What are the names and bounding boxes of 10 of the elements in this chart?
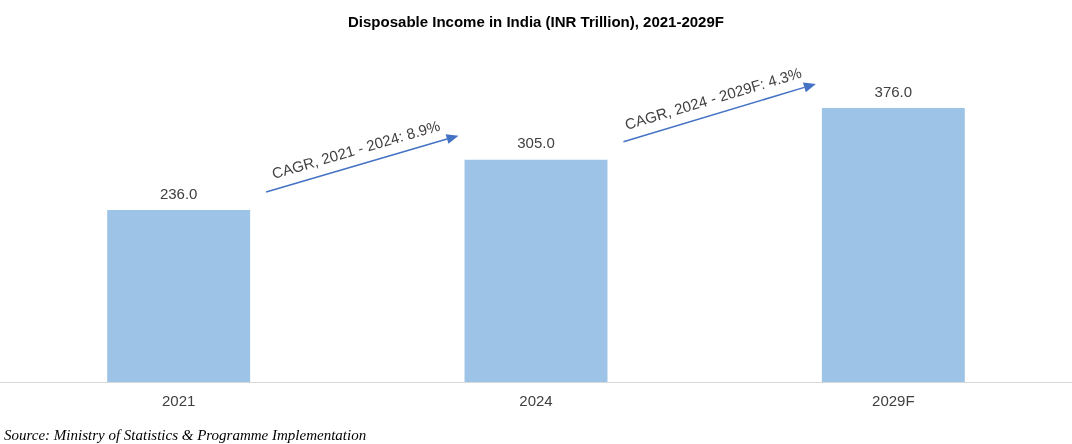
data-label: 236.0 bbox=[159, 184, 198, 202]
annotation: CAGR, 2024 - 2029F: 4.3% bbox=[622, 63, 804, 133]
x-tick-label: 2021 bbox=[161, 392, 196, 410]
x-tick-label: 2024 bbox=[519, 392, 553, 410]
x-tick-label: 2029F bbox=[872, 392, 915, 410]
source-note: Source: Ministry of Statistics & Programme Implementation bbox=[4, 427, 367, 443]
annotation: CAGR, 2021 - 2024: 8.9% bbox=[269, 116, 442, 182]
data-label: 376.0 bbox=[874, 82, 913, 100]
data-label: 305.0 bbox=[517, 134, 555, 152]
chart-title: Disposable Income in India (INR Trillion), 2021-2029F bbox=[348, 13, 724, 31]
